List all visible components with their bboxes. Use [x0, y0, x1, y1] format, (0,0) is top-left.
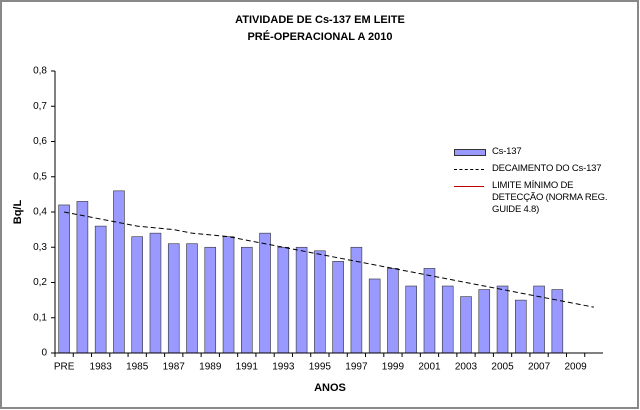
x-tick-label: 1997 [345, 362, 368, 373]
line [64, 211, 594, 308]
y-tick-label: 0,1 [33, 312, 47, 323]
legend-entry: LIMITE MÍNIMO DE DETECÇÃO (NORMA REG. GU… [452, 180, 632, 216]
bar [131, 236, 143, 354]
x-tick-label: 1985 [126, 362, 149, 373]
bar [496, 285, 509, 354]
legend-entry: Cs-137 [452, 146, 632, 158]
bar [478, 289, 491, 354]
legend-swatch [454, 149, 486, 156]
bar [113, 190, 125, 354]
bar [405, 285, 417, 354]
y-tick-label: 0 [41, 348, 47, 359]
bar [441, 285, 454, 354]
bar [222, 236, 235, 354]
bar [295, 246, 308, 354]
legend-label: LIMITE MÍNIMO DE DETECÇÃO (NORMA REG. GU… [492, 180, 608, 215]
x-axis-label: ANOS [314, 382, 346, 394]
bar [332, 261, 344, 354]
x-tick-label: 2001 [418, 362, 441, 373]
x-tick-label: 1989 [199, 362, 222, 373]
bar [423, 268, 436, 354]
bar [277, 246, 290, 354]
x-tick-label: 1993 [272, 362, 295, 373]
x-tick-label: 1991 [236, 362, 259, 373]
x-tick-label: PRE [54, 362, 75, 373]
chart-subtitle: PRÉ-OPERACIONAL A 2010 [247, 30, 392, 43]
bar [259, 232, 271, 354]
y-tick-label: 0,7 [33, 101, 47, 112]
y-axis-label: Bq/L [12, 200, 24, 225]
x-tick-label: 1999 [382, 362, 405, 373]
bar [460, 296, 472, 354]
x-tick-label: 1983 [90, 362, 113, 373]
bar [204, 246, 217, 354]
bar [241, 246, 253, 354]
bar [149, 232, 162, 354]
y-tick-label: 0,5 [33, 171, 47, 182]
x-tick-label: 2005 [491, 362, 514, 373]
y-tick-label: 0,6 [33, 136, 47, 147]
legend-label: DECAIMENTO DO Cs-137 [492, 163, 602, 174]
legend: Cs-137 DECAIMENTO DO Cs-137 LIMITE MÍNIMO … [452, 146, 632, 221]
bar [515, 299, 527, 354]
bar [167, 243, 180, 354]
x-tick-label: 1995 [309, 362, 332, 373]
bar [58, 204, 70, 354]
y-tick-label: 0,4 [33, 207, 47, 218]
bar [368, 278, 381, 354]
bar [94, 225, 107, 354]
chart-title: ATIVIDADE DE Cs-137 EM LEITE [235, 14, 405, 26]
y-tick-label: 0,2 [33, 277, 47, 288]
y-tick-label: 0,3 [33, 242, 47, 253]
x-tick-label: 1987 [163, 362, 186, 373]
legend-swatch [454, 186, 484, 187]
bar [314, 250, 326, 354]
legend-label: Cs-137 [492, 146, 522, 157]
bar [387, 268, 399, 354]
x-tick-label: 2003 [455, 362, 478, 373]
bar [76, 201, 89, 354]
legend-entry: DECAIMENTO DO Cs-137 [452, 163, 632, 175]
legend-swatch [454, 169, 484, 170]
bar [186, 243, 198, 354]
x-tick-label: 2007 [528, 362, 551, 373]
bar [533, 285, 545, 354]
y-tick-label: 0,8 [33, 66, 47, 77]
bar [350, 246, 363, 354]
x-tick-label: 2009 [564, 362, 587, 373]
